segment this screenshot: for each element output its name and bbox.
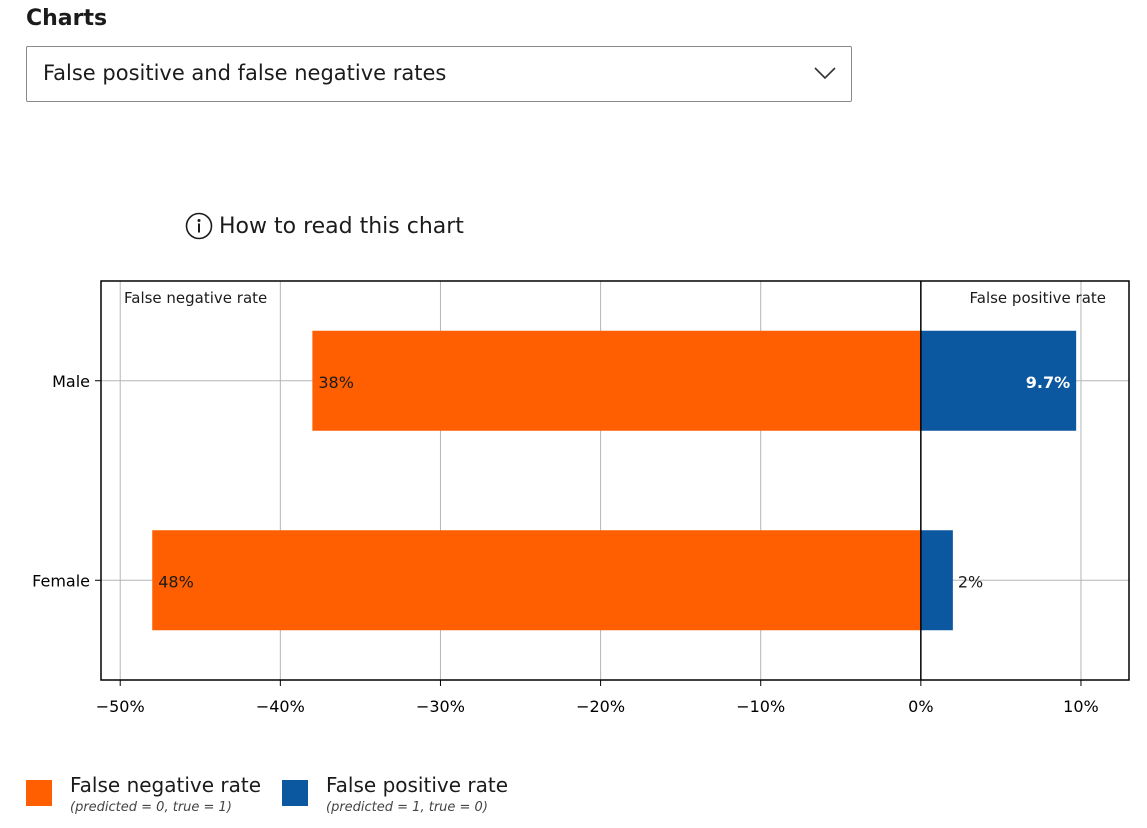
- legend-label-fnr: False negative rate: [70, 773, 262, 797]
- plot-frame: [100, 280, 1130, 681]
- x-tick-label: 0%: [908, 697, 933, 716]
- bar-label: 48%: [158, 572, 194, 591]
- bar-label: 38%: [318, 373, 354, 392]
- x-tick-label: −10%: [736, 697, 785, 716]
- legend-label-fpr: False positive rate: [326, 773, 508, 797]
- region-label-right: False positive rate: [970, 289, 1107, 307]
- fairness-error-chart: −50% −40% −30% −20% −10% 0% 10% Male Female 38% 48…: [32, 280, 1130, 716]
- y-tick-label: Male: [52, 372, 90, 391]
- legend-item-fpr: False positive rate (predicted = 1, true…: [282, 772, 508, 818]
- bar-false-positive: [920, 530, 953, 631]
- x-tick-label: 10%: [1063, 697, 1099, 716]
- x-tick-label: −50%: [96, 697, 145, 716]
- how-to-read-link[interactable]: How to read this chart: [185, 210, 464, 242]
- y-tick-label: Female: [32, 571, 90, 590]
- how-to-read-text: How to read this chart: [219, 213, 464, 239]
- legend-swatch-fnr: [26, 780, 52, 806]
- legend-swatch-fpr: [282, 780, 308, 806]
- bar-label: 2%: [958, 572, 983, 591]
- bar-false-positive: [920, 330, 1077, 431]
- bar-label: 9.7%: [1026, 373, 1070, 392]
- x-tick-label: −30%: [416, 697, 465, 716]
- legend-sub-fpr: (predicted = 1, true = 0): [326, 800, 488, 815]
- x-tick-label: −40%: [256, 697, 305, 716]
- chevron-down-icon: [814, 67, 836, 80]
- x-tick-label: −20%: [576, 697, 625, 716]
- bar-false-negative: [312, 330, 921, 431]
- dropdown-value: False positive and false negative rates: [43, 61, 447, 85]
- legend-sub-fnr: (predicted = 0, true = 1): [70, 800, 232, 815]
- region-label-left: False negative rate: [124, 289, 267, 307]
- chart-type-dropdown[interactable]: False positive and false negative rates: [26, 46, 852, 102]
- bar-false-negative: [152, 530, 921, 631]
- section-label: Charts: [26, 6, 108, 31]
- legend-item-fnr: False negative rate (predicted = 0, true…: [26, 772, 261, 818]
- info-icon: [185, 212, 213, 240]
